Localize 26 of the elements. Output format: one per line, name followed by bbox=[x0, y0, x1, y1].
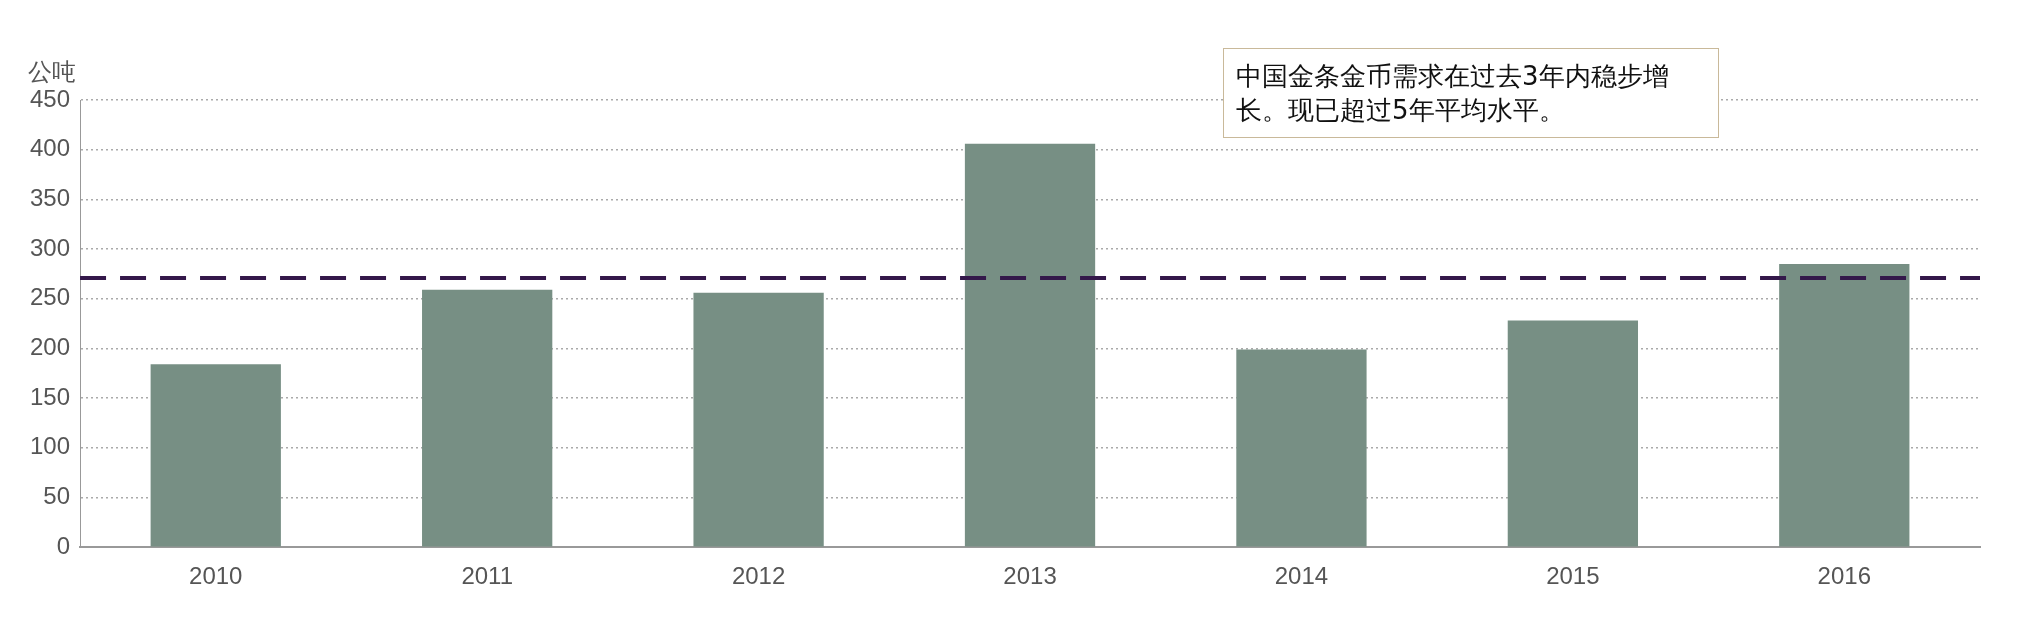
bar bbox=[150, 364, 281, 547]
x-tick-label: 2016 bbox=[1817, 562, 1871, 590]
y-axis-title: 公吨 bbox=[28, 58, 76, 87]
bar bbox=[693, 292, 824, 547]
x-tick-label: 2014 bbox=[1274, 562, 1329, 590]
y-tick-label: 350 bbox=[30, 184, 71, 211]
y-tick-label: 50 bbox=[43, 482, 71, 510]
y-tick-label: 100 bbox=[30, 432, 71, 460]
y-tick-label: 150 bbox=[30, 382, 71, 410]
annotation: 中国金条金币需求在过去3年内稳步增长。现已超过5年平均水平。 bbox=[1223, 48, 1719, 138]
x-tick-label: 2013 bbox=[1003, 562, 1057, 590]
bar bbox=[964, 143, 1096, 547]
x-tick-label: 2010 bbox=[189, 562, 243, 590]
y-tick-label: 200 bbox=[30, 333, 71, 361]
y-tick-label: 450 bbox=[30, 84, 71, 112]
x-tick-label: 2015 bbox=[1546, 562, 1600, 590]
y-tick-label: 250 bbox=[30, 283, 71, 311]
bar bbox=[422, 289, 553, 547]
x-tick-label: 2011 bbox=[461, 562, 513, 590]
x-tick-label: 2012 bbox=[731, 562, 786, 590]
bar bbox=[1236, 349, 1367, 547]
bar bbox=[1779, 263, 1910, 547]
y-tick-label: 300 bbox=[30, 233, 71, 261]
y-tick-label: 0 bbox=[56, 531, 71, 559]
bar bbox=[1507, 320, 1639, 547]
y-tick-label: 400 bbox=[30, 134, 71, 162]
